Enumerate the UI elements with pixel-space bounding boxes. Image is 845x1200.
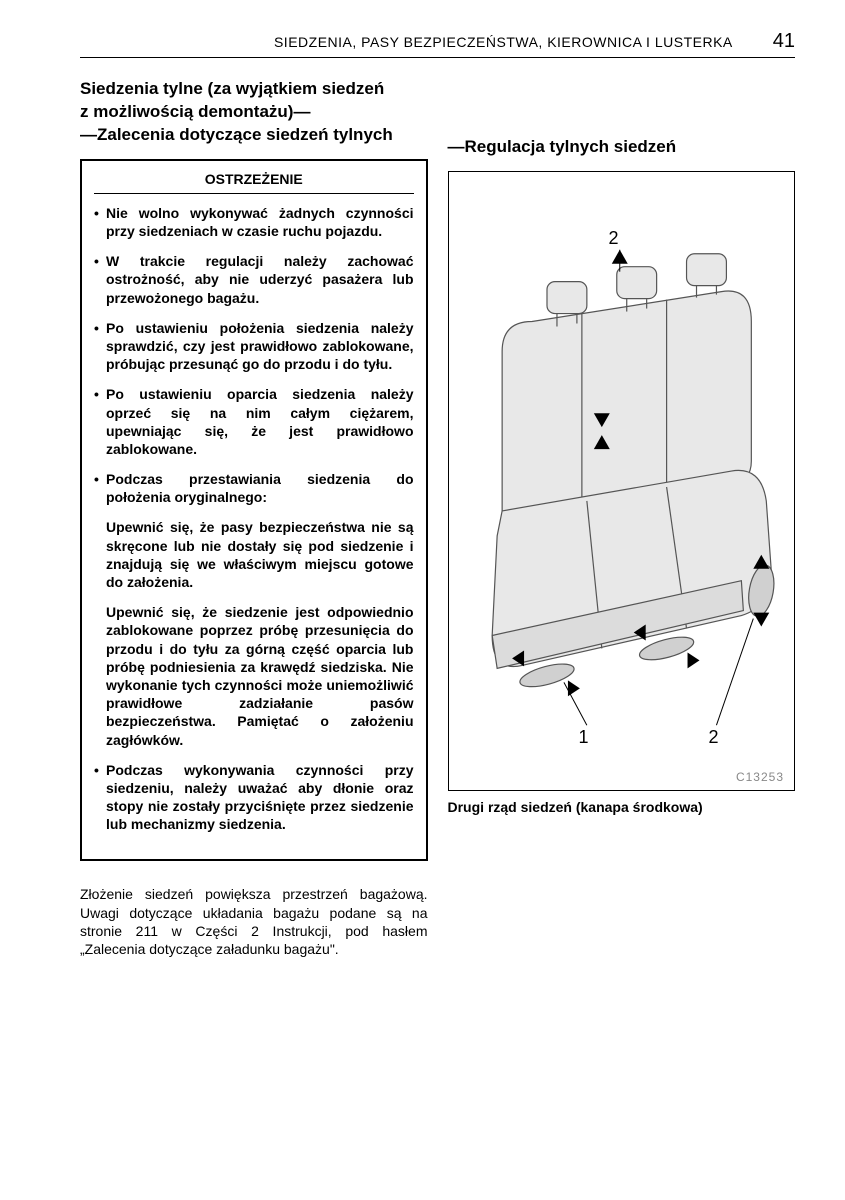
warning-item: Podczas przestawiania siedzenia do położ… bbox=[94, 470, 414, 506]
body-paragraph: Złożenie siedzeń powiększa przestrzeń ba… bbox=[80, 885, 428, 958]
warning-list: Nie wolno wykonywać żadnych czynności pr… bbox=[94, 204, 414, 507]
seat-figure: 2 1 2 C13253 bbox=[448, 171, 796, 791]
seat-illustration-svg bbox=[449, 172, 795, 790]
title-line-1: Siedzenia tylne (za wyjątkiem siedzeń bbox=[80, 79, 384, 98]
warning-label: OSTRZEŻENIE bbox=[94, 171, 414, 194]
right-column: —Regulacja tylnych siedzeń bbox=[448, 78, 796, 958]
figure-callout: 2 bbox=[609, 228, 619, 249]
warning-box: OSTRZEŻENIE Nie wolno wykonywać żadnych … bbox=[80, 159, 428, 862]
right-section-title: —Regulacja tylnych siedzeń bbox=[448, 136, 796, 159]
warning-item: Po ustawieniu położenia siedzenia należy… bbox=[94, 319, 414, 374]
figure-callout: 1 bbox=[579, 727, 589, 748]
chapter-title: SIEDZENIA, PASY BEZPIECZEŃSTWA, KIEROWNI… bbox=[274, 34, 733, 50]
figure-callout: 2 bbox=[709, 727, 719, 748]
figure-caption: Drugi rząd siedzeń (kanapa środkowa) bbox=[448, 799, 796, 815]
warning-item: Podczas wykonywania czynności przy siedz… bbox=[94, 761, 414, 834]
page-content: SIEDZENIA, PASY BEZPIECZEŃSTWA, KIEROWNI… bbox=[0, 0, 845, 988]
title-line-2: z możliwością demontażu)— bbox=[80, 102, 310, 121]
title-line-3: —Zalecenia dotyczące siedzeń tylnych bbox=[80, 125, 393, 144]
page-number: 41 bbox=[773, 30, 795, 53]
left-section-title: Siedzenia tylne (za wyjątkiem siedzeń z … bbox=[80, 78, 428, 147]
warning-item: Nie wolno wykonywać żadnych czynności pr… bbox=[94, 204, 414, 240]
warning-item: Po ustawieniu oparcia siedzenia należy o… bbox=[94, 385, 414, 458]
figure-id: C13253 bbox=[736, 770, 784, 784]
page-header: SIEDZENIA, PASY BEZPIECZEŃSTWA, KIEROWNI… bbox=[80, 30, 795, 58]
warning-list-last: Podczas wykonywania czynności przy siedz… bbox=[94, 761, 414, 834]
left-column: Siedzenia tylne (za wyjątkiem siedzeń z … bbox=[80, 78, 428, 958]
warning-sub-item: Upewnić się, że pasy bezpieczeństwa nie … bbox=[94, 518, 414, 591]
warning-item: W trakcie regulacji należy zachować ostr… bbox=[94, 252, 414, 307]
two-column-layout: Siedzenia tylne (za wyjątkiem siedzeń z … bbox=[80, 78, 795, 958]
warning-sub-item: Upewnić się, że siedzenie jest odpowiedn… bbox=[94, 603, 414, 749]
